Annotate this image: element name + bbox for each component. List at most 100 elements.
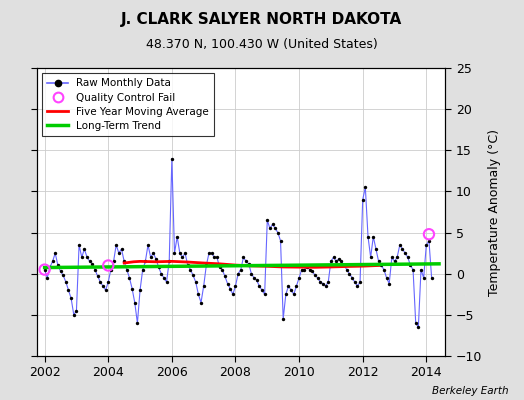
Point — [414, 324, 422, 330]
Point — [202, 262, 211, 269]
Point — [102, 287, 110, 293]
Point — [215, 264, 224, 270]
Point — [276, 238, 285, 244]
Point — [345, 270, 354, 277]
Point — [292, 283, 301, 289]
Point — [208, 250, 216, 256]
Point — [428, 275, 436, 281]
Point — [348, 275, 356, 281]
Point — [255, 283, 264, 289]
Point — [279, 316, 287, 322]
Point — [375, 258, 383, 264]
Point — [340, 262, 348, 269]
Point — [80, 246, 89, 252]
Point — [218, 266, 226, 273]
Point — [112, 242, 121, 248]
Point — [173, 234, 181, 240]
Text: 48.370 N, 100.430 W (United States): 48.370 N, 100.430 W (United States) — [146, 38, 378, 51]
Point — [155, 264, 163, 270]
Point — [285, 283, 293, 289]
Point — [228, 291, 237, 298]
Point — [234, 270, 242, 277]
Point — [51, 250, 59, 256]
Point — [287, 287, 296, 293]
Point — [253, 277, 261, 284]
Point — [351, 279, 359, 285]
Point — [104, 262, 113, 269]
Point — [335, 256, 343, 262]
Point — [290, 291, 298, 298]
Point — [263, 217, 271, 224]
Point — [385, 280, 394, 287]
Point — [364, 234, 372, 240]
Point — [366, 254, 375, 260]
Point — [133, 320, 141, 326]
Point — [64, 287, 73, 293]
Point — [200, 283, 208, 289]
Point — [170, 250, 179, 256]
Point — [411, 320, 420, 326]
Point — [300, 266, 309, 273]
Point — [123, 266, 131, 273]
Point — [239, 254, 248, 260]
Point — [298, 266, 306, 273]
Point — [380, 266, 388, 273]
Point — [115, 250, 123, 256]
Point — [144, 242, 152, 248]
Point — [245, 261, 253, 267]
Point — [210, 254, 219, 260]
Point — [231, 283, 239, 289]
Point — [176, 250, 184, 256]
Point — [130, 299, 139, 306]
Point — [308, 268, 316, 274]
Point — [40, 266, 49, 273]
Point — [361, 184, 369, 190]
Point — [138, 266, 147, 273]
Point — [425, 231, 433, 238]
Point — [295, 275, 303, 281]
Point — [369, 234, 377, 240]
Point — [422, 242, 431, 248]
Point — [125, 275, 134, 281]
Point — [157, 270, 166, 277]
Point — [321, 283, 330, 289]
Point — [62, 279, 70, 285]
Y-axis label: Temperature Anomaly (°C): Temperature Anomaly (°C) — [488, 128, 501, 296]
Point — [303, 264, 311, 270]
Point — [319, 280, 327, 287]
Point — [57, 268, 65, 274]
Point — [353, 283, 362, 289]
Point — [406, 262, 414, 269]
Point — [403, 254, 412, 260]
Text: J. CLARK SALYER NORTH DAKOTA: J. CLARK SALYER NORTH DAKOTA — [122, 12, 402, 27]
Point — [128, 285, 136, 292]
Point — [326, 258, 335, 264]
Point — [417, 266, 425, 273]
Point — [72, 308, 81, 314]
Point — [152, 256, 160, 262]
Point — [104, 279, 113, 285]
Point — [398, 246, 407, 252]
Point — [396, 242, 404, 248]
Point — [59, 272, 68, 278]
Point — [393, 254, 401, 260]
Point — [40, 266, 49, 273]
Point — [88, 261, 96, 267]
Point — [247, 270, 256, 277]
Point — [377, 262, 386, 269]
Point — [70, 312, 78, 318]
Point — [181, 250, 189, 256]
Point — [305, 266, 314, 273]
Point — [311, 272, 319, 278]
Point — [226, 285, 234, 292]
Point — [420, 275, 428, 281]
Point — [78, 254, 86, 260]
Point — [271, 225, 279, 232]
Point — [390, 258, 399, 264]
Point — [162, 279, 171, 285]
Point — [165, 258, 173, 264]
Point — [316, 279, 324, 285]
Point — [85, 258, 94, 264]
Point — [332, 258, 341, 264]
Point — [46, 264, 54, 270]
